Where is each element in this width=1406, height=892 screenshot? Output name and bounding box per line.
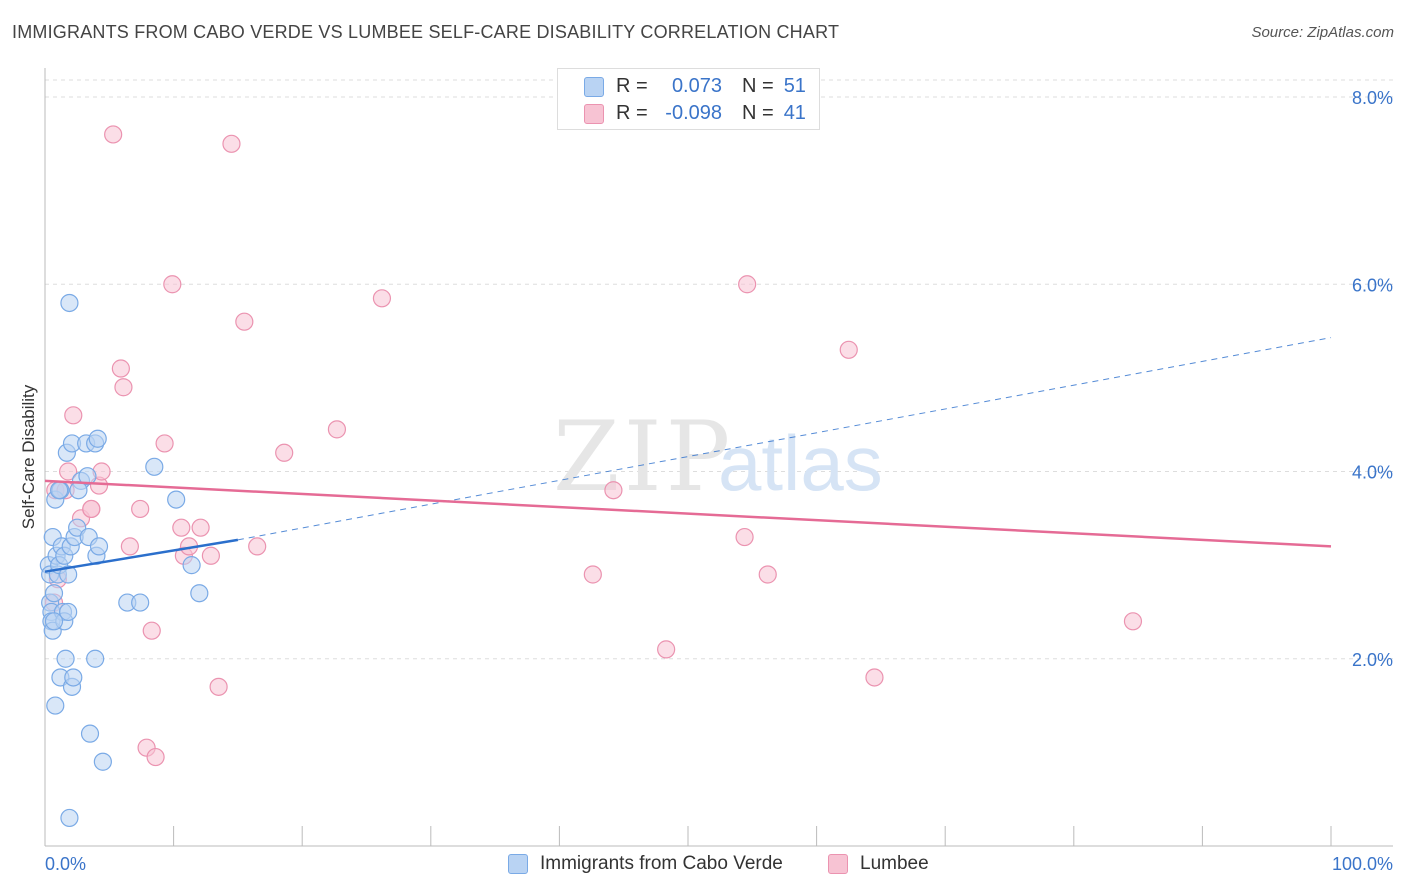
point-lumbee <box>583 565 602 584</box>
point-cabo-verde <box>88 429 107 448</box>
legend-label-cabo-verde: Immigrants from Cabo Verde <box>540 853 783 874</box>
point-lumbee <box>201 546 220 565</box>
point-lumbee <box>657 640 676 659</box>
stats-r-value: -0.098 <box>665 102 722 124</box>
stats-r-label: R = <box>616 102 648 124</box>
point-cabo-verde <box>56 649 75 668</box>
grid-layer <box>45 79 1393 660</box>
point-cabo-verde <box>60 293 79 313</box>
point-cabo-verde <box>50 481 69 500</box>
x-tick-label: 0.0% <box>45 854 86 874</box>
point-cabo-verde <box>64 668 83 687</box>
point-cabo-verde <box>46 696 65 715</box>
point-lumbee <box>163 275 182 294</box>
point-cabo-verde <box>131 593 150 612</box>
source-label: Source: ZipAtlas.com <box>1251 24 1394 41</box>
point-lumbee <box>735 527 754 547</box>
chart-title: IMMIGRANTS FROM CABO VERDE VS LUMBEE SEL… <box>12 22 840 42</box>
stats-r-value: 0.073 <box>671 75 722 97</box>
point-lumbee <box>131 499 150 519</box>
point-lumbee <box>248 537 267 556</box>
series-cabo-verde <box>39 293 209 828</box>
y-tick-label: 8.0% <box>1352 88 1393 108</box>
point-cabo-verde <box>167 490 186 509</box>
legend-swatch-cabo-verde <box>508 854 528 874</box>
stats-row-lumbee: R = -0.098 N = 41 <box>584 102 806 125</box>
point-lumbee <box>738 275 757 294</box>
point-cabo-verde <box>60 808 79 828</box>
point-cabo-verde <box>78 467 97 486</box>
point-lumbee <box>1123 612 1143 631</box>
point-cabo-verde <box>89 537 109 556</box>
trend-line-cabo-verde <box>44 538 239 573</box>
point-lumbee <box>865 668 884 687</box>
point-cabo-verde <box>145 457 164 476</box>
trend-line-cabo-verde-dashed <box>237 337 1332 541</box>
point-lumbee <box>275 443 294 462</box>
trend-lines <box>44 337 1332 573</box>
trend-line-lumbee <box>44 479 1332 548</box>
legend-label-lumbee: Lumbee <box>860 853 929 874</box>
y-axis-label: Self-Care Disability <box>19 384 38 529</box>
point-lumbee <box>209 677 228 696</box>
point-lumbee <box>327 420 347 439</box>
point-lumbee <box>172 518 191 537</box>
point-cabo-verde <box>44 584 64 603</box>
x-tick-label: 100.0% <box>1332 854 1393 874</box>
series-lumbee <box>44 125 1143 767</box>
stats-n-label: N = <box>742 75 774 97</box>
point-cabo-verde <box>190 584 209 603</box>
y-tick-label: 2.0% <box>1352 650 1393 670</box>
watermark-zip: ZIP <box>553 401 734 513</box>
point-lumbee <box>604 481 623 500</box>
point-lumbee <box>120 537 139 556</box>
point-lumbee <box>191 518 210 537</box>
point-cabo-verde <box>86 649 105 668</box>
bottom-legend: Immigrants from Cabo Verde Lumbee <box>0 851 1406 879</box>
stats-swatch-lumbee <box>584 103 604 124</box>
legend-item-lumbee[interactable]: Lumbee <box>828 853 929 875</box>
point-cabo-verde <box>182 556 201 575</box>
legend-item-cabo-verde[interactable]: Immigrants from Cabo Verde <box>508 853 783 875</box>
point-lumbee <box>111 359 130 378</box>
point-lumbee <box>839 340 858 359</box>
stats-n-label: N = <box>742 102 774 124</box>
point-cabo-verde <box>80 724 100 743</box>
stats-n-value: 51 <box>783 75 806 97</box>
point-lumbee <box>235 312 254 331</box>
point-lumbee <box>142 621 161 640</box>
stats-row-cabo-verde: R = 0.073 N = 51 <box>584 75 806 98</box>
axis-layer: 2.0% 4.0% 6.0% 8.0% 0.0% 100.0% <box>44 68 1393 874</box>
point-lumbee <box>64 406 83 425</box>
stats-r-label: R = <box>616 75 648 97</box>
legend-swatch-lumbee <box>828 854 848 874</box>
stats-legend-box: R = 0.073 N = 51 R = -0.098 N = 41 <box>557 68 820 130</box>
point-lumbee <box>104 125 123 144</box>
y-tick-label: 4.0% <box>1352 463 1393 483</box>
point-cabo-verde <box>44 612 64 631</box>
watermark-atlas: atlas <box>718 419 883 507</box>
stats-n-value: 41 <box>783 102 806 124</box>
point-lumbee <box>146 747 165 767</box>
watermark: ZIP atlas <box>553 401 883 513</box>
stats-swatch-cabo-verde <box>584 76 604 97</box>
point-lumbee <box>59 462 78 481</box>
y-tick-label: 6.0% <box>1352 275 1393 295</box>
point-lumbee <box>758 565 777 584</box>
point-cabo-verde <box>69 481 88 500</box>
point-lumbee <box>114 378 133 397</box>
point-lumbee <box>155 434 174 453</box>
point-lumbee <box>222 134 241 153</box>
point-lumbee <box>82 499 101 519</box>
point-cabo-verde <box>59 602 78 622</box>
point-lumbee <box>372 289 392 308</box>
point-cabo-verde <box>59 565 78 584</box>
point-cabo-verde <box>93 752 112 771</box>
